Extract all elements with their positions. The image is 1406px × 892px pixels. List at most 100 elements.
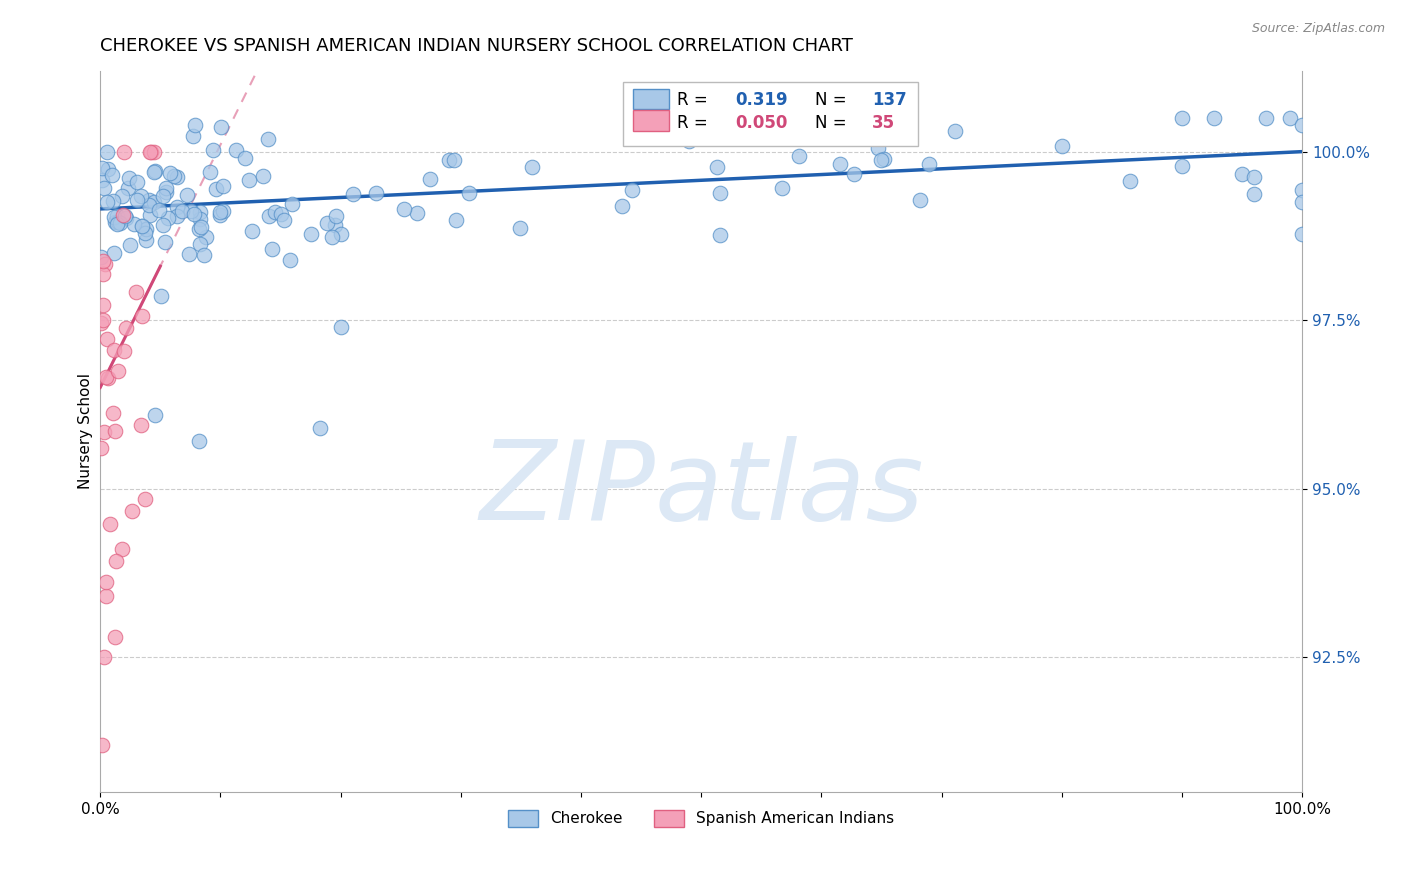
Point	[155, 235, 177, 249]
Point	[166, 170, 188, 185]
Point	[458, 186, 481, 200]
Point	[273, 213, 295, 227]
Point	[91, 161, 114, 175]
Point	[240, 224, 263, 238]
Point	[270, 207, 292, 221]
Point	[101, 406, 124, 420]
Point	[105, 217, 128, 231]
Point	[157, 211, 180, 226]
Point	[91, 254, 114, 268]
Point	[155, 185, 177, 199]
Point	[155, 180, 177, 194]
Point	[180, 204, 202, 219]
Point	[208, 209, 231, 223]
Point	[131, 309, 153, 323]
Point	[143, 194, 166, 209]
Point	[183, 207, 205, 221]
Point	[91, 268, 114, 282]
Point	[209, 120, 232, 134]
Point	[205, 182, 228, 196]
Point	[143, 165, 166, 179]
Point	[166, 209, 188, 223]
Point	[1291, 194, 1313, 209]
Point	[112, 145, 135, 159]
Point	[127, 175, 149, 189]
Text: CHEROKEE VS SPANISH AMERICAN INDIAN NURSERY SCHOOL CORRELATION CHART: CHEROKEE VS SPANISH AMERICAN INDIAN NURS…	[100, 37, 853, 55]
Point	[181, 129, 204, 144]
Point	[91, 313, 114, 327]
Point	[910, 193, 932, 207]
Point	[188, 236, 211, 251]
Point	[405, 206, 427, 220]
Point	[330, 227, 353, 242]
Text: Source: ZipAtlas.com: Source: ZipAtlas.com	[1251, 22, 1385, 36]
Point	[709, 227, 731, 242]
Point	[112, 208, 135, 222]
Text: R =: R =	[678, 91, 713, 109]
Text: N =: N =	[815, 114, 852, 132]
Point	[104, 424, 127, 438]
Text: ZIPatlas: ZIPatlas	[479, 435, 924, 542]
FancyBboxPatch shape	[623, 81, 918, 146]
Point	[1291, 183, 1313, 197]
Point	[770, 181, 793, 195]
Point	[141, 145, 163, 159]
Point	[134, 226, 156, 240]
Point	[1279, 111, 1302, 125]
Point	[104, 215, 127, 229]
Point	[209, 204, 232, 219]
Point	[159, 166, 181, 180]
Point	[131, 219, 153, 233]
Point	[1202, 111, 1225, 125]
Point	[96, 590, 118, 604]
Legend: Cherokee, Spanish American Indians: Cherokee, Spanish American Indians	[501, 802, 903, 835]
Point	[104, 630, 127, 644]
Point	[138, 197, 160, 211]
Point	[1256, 111, 1278, 125]
Point	[330, 319, 353, 334]
Point	[170, 204, 193, 219]
Point	[1050, 139, 1073, 153]
Point	[96, 574, 118, 589]
Point	[100, 517, 122, 532]
Point	[111, 542, 134, 557]
Point	[93, 181, 115, 195]
Point	[520, 160, 543, 174]
Point	[187, 434, 209, 449]
Point	[166, 200, 188, 214]
Point	[918, 157, 941, 171]
Text: 0.050: 0.050	[735, 114, 787, 132]
Point	[198, 165, 221, 179]
Point	[91, 173, 114, 187]
Point	[325, 209, 347, 223]
Point	[787, 149, 810, 163]
Point	[97, 162, 120, 177]
Point	[107, 215, 129, 229]
Point	[129, 418, 152, 433]
Point	[97, 371, 120, 385]
Point	[202, 143, 225, 157]
Point	[117, 171, 139, 186]
Point	[943, 123, 966, 137]
Point	[179, 247, 201, 261]
Point	[260, 242, 283, 256]
Point	[121, 504, 143, 518]
FancyBboxPatch shape	[633, 111, 669, 130]
Point	[138, 145, 160, 159]
Point	[135, 222, 157, 236]
Point	[233, 152, 256, 166]
Point	[194, 230, 217, 244]
Point	[257, 209, 280, 223]
Point	[443, 153, 465, 168]
Point	[96, 332, 118, 346]
Point	[115, 320, 138, 334]
Text: 35: 35	[872, 114, 896, 132]
Point	[612, 199, 634, 213]
Point	[103, 210, 125, 224]
Point	[1171, 111, 1194, 125]
Point	[709, 186, 731, 200]
Point	[129, 189, 152, 203]
Point	[131, 219, 153, 234]
Point	[91, 738, 114, 752]
Point	[93, 650, 115, 665]
